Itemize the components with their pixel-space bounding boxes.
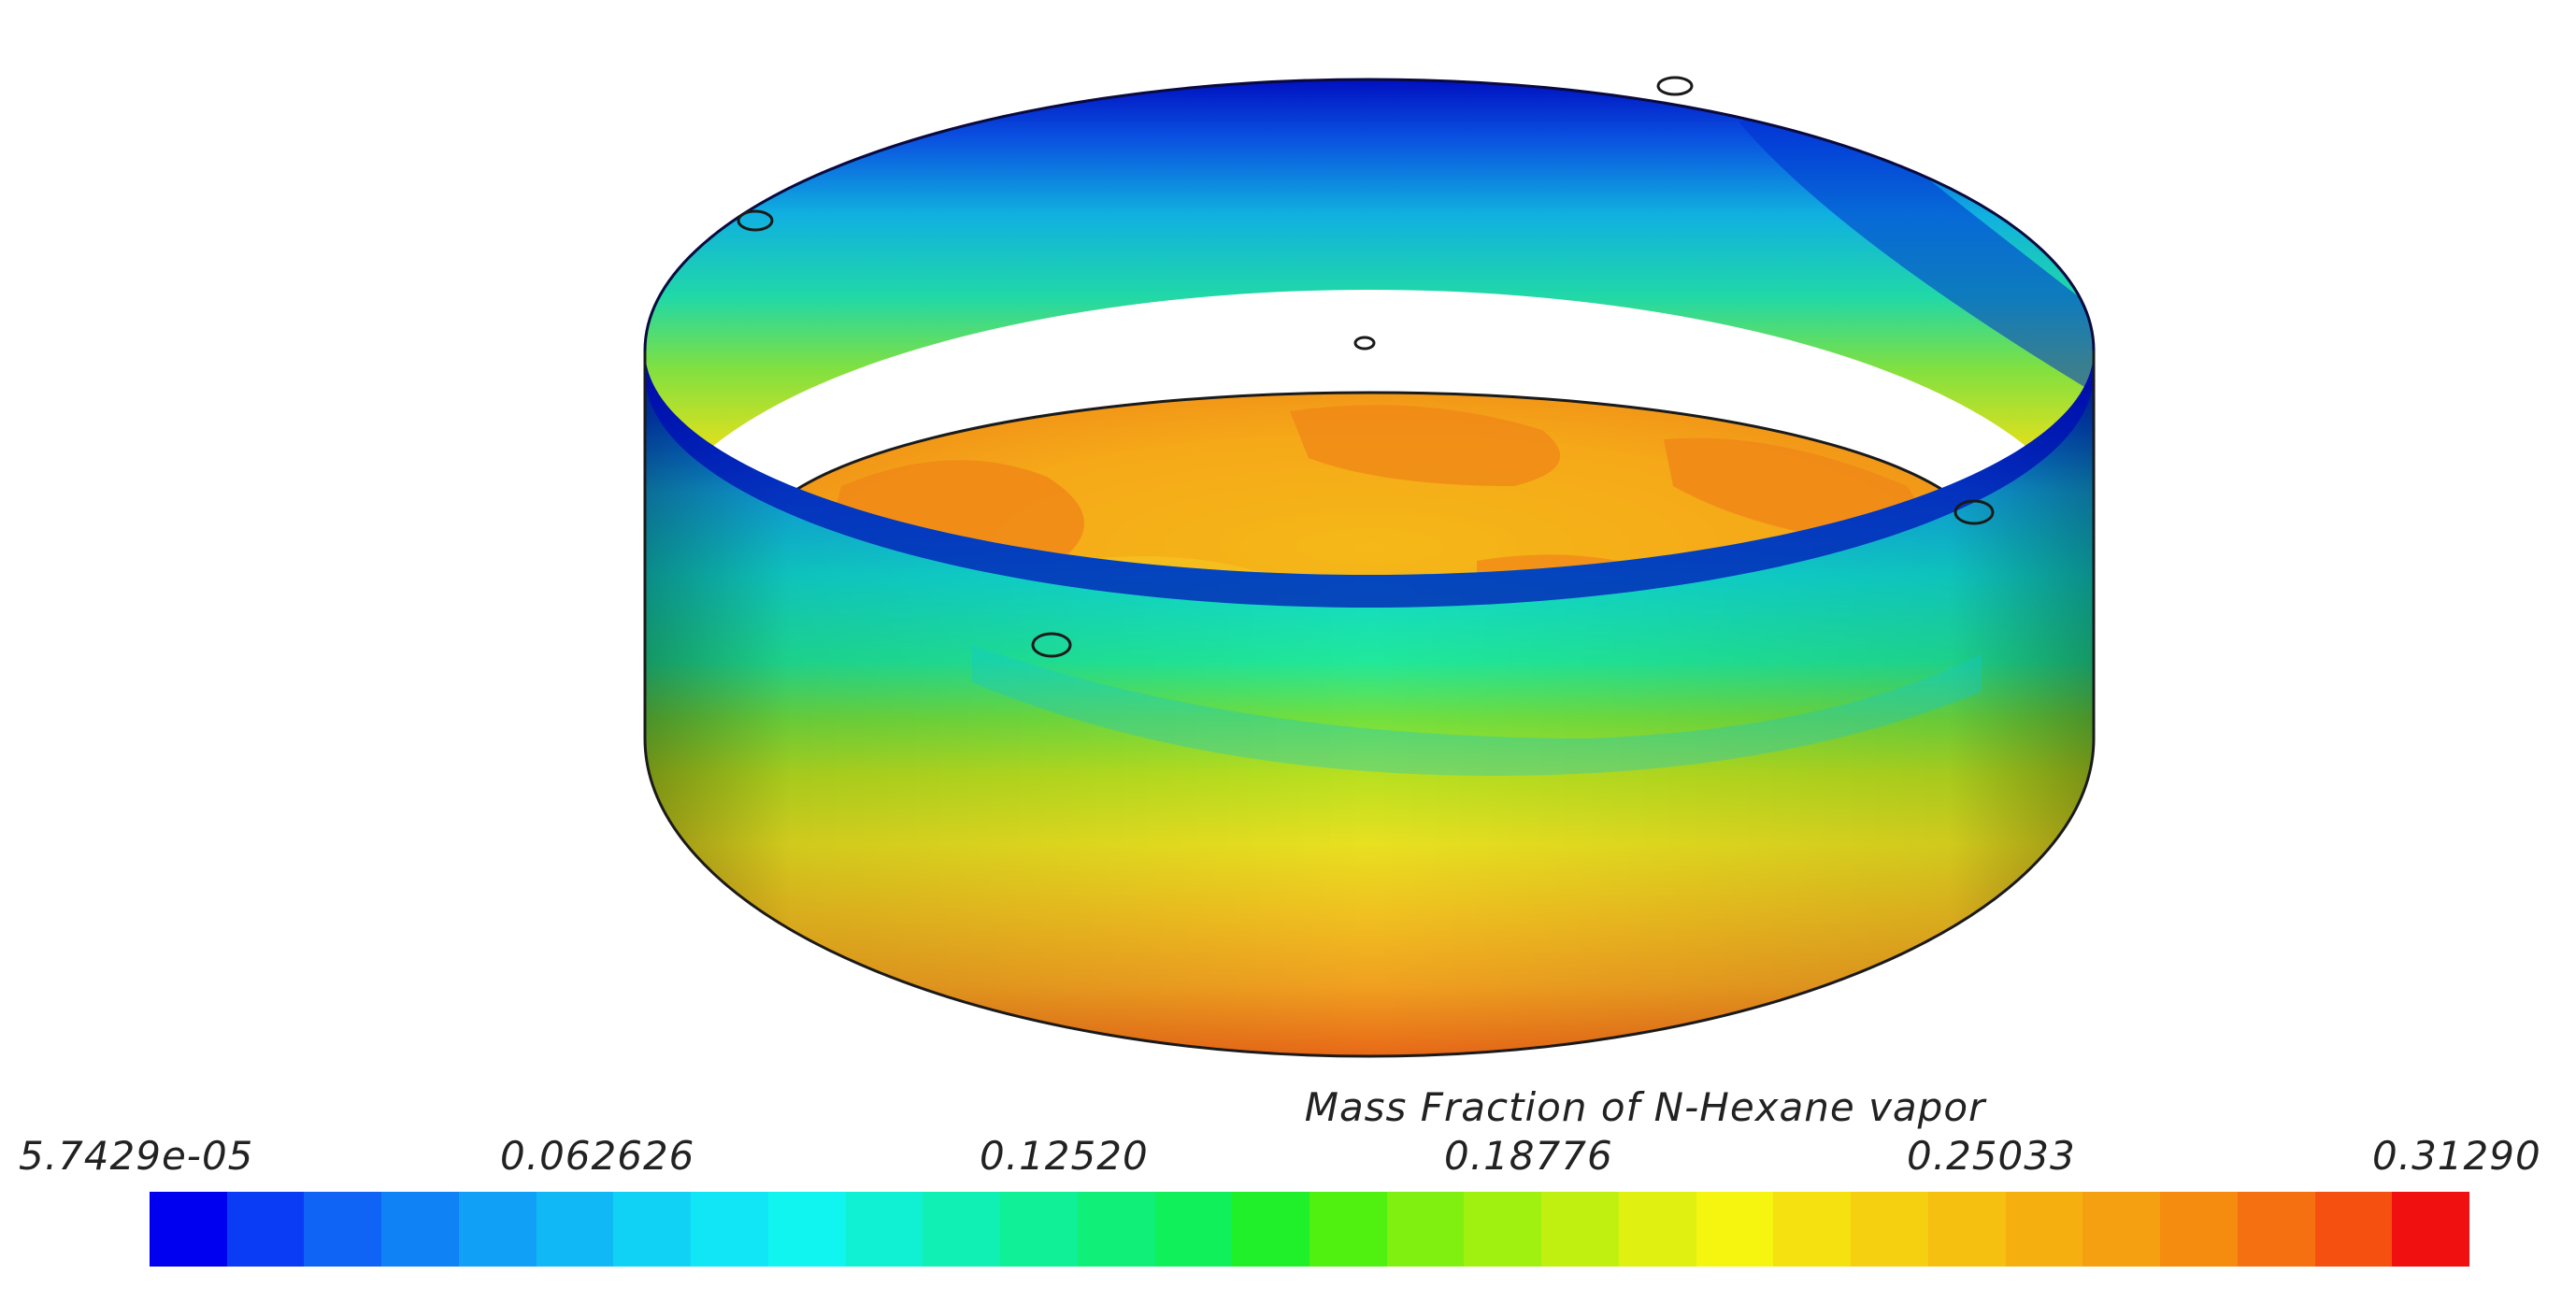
base-edge [643,737,2096,1058]
tick-label: 0.12520 [980,1133,1149,1179]
colorbar-swatch [1386,1192,1465,1267]
rim-back-edge [643,78,2096,351]
colorbar-swatch [923,1192,1001,1267]
colorbar-swatch [2082,1192,2161,1267]
colorbar-swatch [1618,1192,1696,1267]
colorbar-swatch [1000,1192,1078,1267]
port-marker [1353,336,1376,351]
colorbar-swatch [845,1192,923,1267]
tick-label: 5.7429e-05 [19,1133,254,1179]
port-marker [1031,632,1072,658]
tick-label: 0.31290 [2372,1133,2541,1179]
colorbar-swatch [150,1192,227,1267]
colorbar-swatch [381,1192,459,1267]
colorbar-swatch [613,1192,692,1267]
tick-label: 0.18776 [1444,1133,1613,1179]
colorbar-swatch [226,1192,305,1267]
colorbar-swatch [536,1192,614,1267]
colorbar-swatch [2005,1192,2083,1267]
colorbar-swatch [767,1192,846,1267]
colorbar-swatch [2237,1192,2315,1267]
colorbar-swatch [2160,1192,2238,1267]
colorbar-swatch [1773,1192,1852,1267]
port-marker [737,209,774,232]
colorbar-swatch [1309,1192,1387,1267]
colorbar-swatch [1154,1192,1233,1267]
colorbar-swatch [304,1192,382,1267]
port-marker [1656,76,1694,96]
legend-colorbar [150,1192,2470,1267]
colorbar-swatch [691,1192,768,1267]
colorbar-swatch [1541,1192,1619,1267]
colorbar-swatch [1464,1192,1542,1267]
tick-label: 0.062626 [500,1133,695,1179]
colorbar-swatch [1077,1192,1155,1267]
tick-label: 0.25033 [1907,1133,2076,1179]
colorbar-swatch [1927,1192,2006,1267]
colorbar-swatch [2314,1192,2393,1267]
colorbar-swatch [1851,1192,1928,1267]
colorbar-swatch [1232,1192,1310,1267]
port-marker [1953,499,1995,525]
colorbar-swatch [2392,1192,2470,1267]
tank-outer-wall [645,351,2094,1056]
colorbar-swatch [1696,1192,1774,1267]
tank-inner-wall [645,79,2094,561]
colorbar-swatch [458,1192,537,1267]
port-markers [737,76,1995,658]
legend-title: Mass Fraction of N-Hexane vapor [1304,1084,1986,1130]
